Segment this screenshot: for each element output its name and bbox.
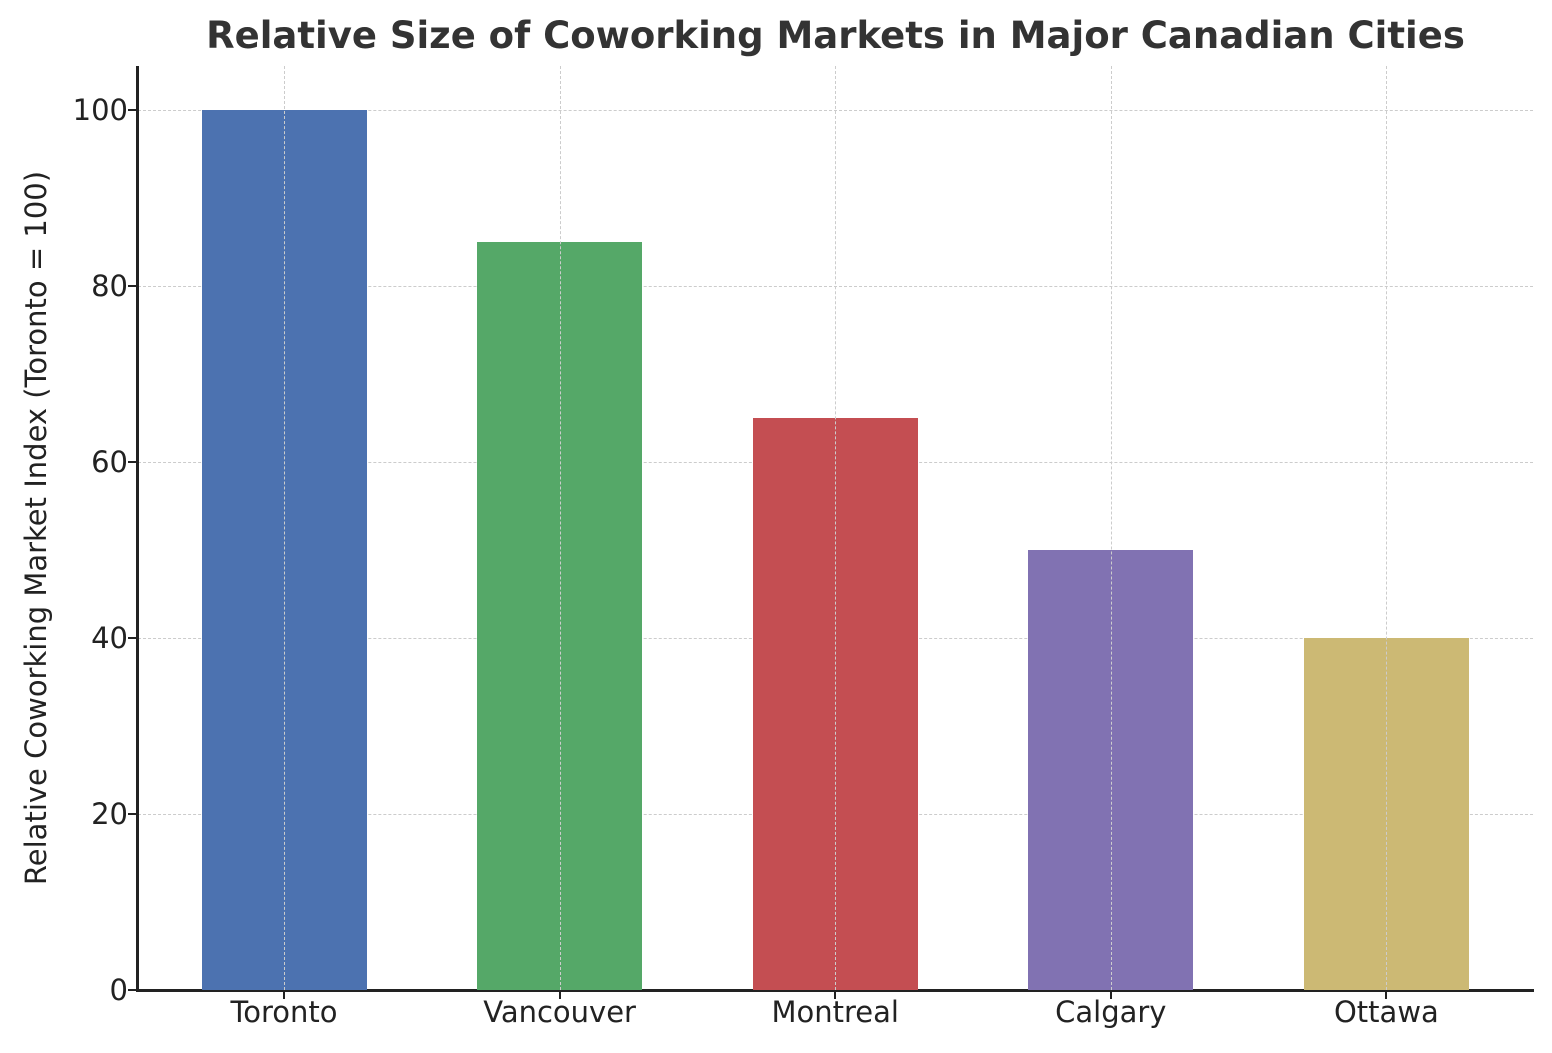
x-tick-mark <box>558 991 561 999</box>
y-tick-mark <box>128 989 137 991</box>
x-tick-mark <box>1385 991 1388 999</box>
y-tick-mark <box>128 813 137 815</box>
v-gridline <box>1110 66 1112 990</box>
y-tick-label: 20 <box>91 797 128 831</box>
v-gridline <box>1386 66 1388 990</box>
x-tick-mark <box>834 991 837 999</box>
x-tick-mark <box>1109 991 1112 999</box>
y-tick-mark <box>128 637 137 639</box>
x-tick-label: Vancouver <box>483 995 636 1029</box>
y-tick-label: 40 <box>91 621 128 655</box>
v-gridline <box>835 66 837 990</box>
y-tick-mark <box>128 109 137 111</box>
x-tick-mark <box>283 991 285 999</box>
y-axis-label: Relative Coworking Market Index (Toronto… <box>19 170 53 886</box>
v-gridline <box>284 66 285 990</box>
x-tick-label: Calgary <box>1055 995 1167 1029</box>
x-axis-line <box>136 989 1534 992</box>
chart-title: Relative Size of Coworking Markets in Ma… <box>206 14 1465 57</box>
x-tick-label: Montreal <box>771 995 899 1029</box>
y-tick-label: 80 <box>91 269 128 303</box>
y-tick-label: 100 <box>72 93 128 127</box>
y-tick-label: 0 <box>109 973 128 1007</box>
y-axis-line <box>136 66 139 992</box>
y-tick-label: 60 <box>91 445 128 479</box>
y-tick-mark <box>128 461 137 463</box>
v-gridline <box>559 66 561 990</box>
x-tick-label: Ottawa <box>1333 995 1439 1029</box>
y-tick-mark <box>128 285 137 287</box>
x-tick-label: Toronto <box>230 995 338 1029</box>
plot-area <box>138 66 1533 990</box>
